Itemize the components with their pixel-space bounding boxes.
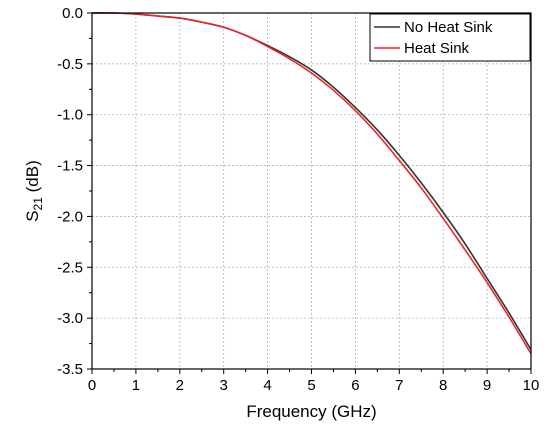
x-tick-label: 0 — [88, 377, 96, 394]
legend-box — [369, 13, 531, 62]
x-tick-label: 6 — [351, 377, 359, 394]
y-axis-title: S21 (dB) — [23, 160, 45, 222]
x-tick-label: 10 — [523, 377, 540, 394]
tick-labels: 0 1 2 3 4 5 6 7 8 9 10 0.0 -0.5 -1.0 -1.5 -2.0 -2.5 -3.0 -… — [57, 5, 539, 394]
series-lines — [91, 12, 532, 355]
legend: No Heat Sink Heat Sink — [369, 13, 531, 62]
y-tick-label: -2.5 — [57, 259, 83, 276]
y-tick-label: -0.5 — [57, 56, 83, 73]
x-tick-label: 5 — [307, 377, 315, 394]
y-tick-label: -1.0 — [57, 107, 83, 124]
x-tick-label: 3 — [220, 377, 228, 394]
x-axis-title: Frequency (GHz) — [246, 402, 376, 421]
series-line-2 — [91, 12, 532, 355]
y-tick-label: -2.0 — [57, 208, 83, 225]
x-tick-label: 4 — [263, 377, 271, 394]
grid — [92, 13, 531, 369]
x-tick-label: 7 — [395, 377, 403, 394]
y-tick-label: -3.0 — [57, 310, 83, 327]
y-tick-label: 0.0 — [62, 5, 83, 22]
x-tick-label: 2 — [176, 377, 184, 394]
axis-ticks — [87, 12, 532, 374]
legend-label-1: No Heat Sink — [404, 19, 493, 36]
y-tick-label: -1.5 — [57, 158, 83, 175]
y-tick-label: -3.5 — [57, 361, 83, 378]
x-tick-label: 1 — [132, 377, 140, 394]
x-tick-label: 9 — [483, 377, 491, 394]
x-tick-label: 8 — [439, 377, 447, 394]
legend-label-2: Heat Sink — [404, 40, 470, 57]
